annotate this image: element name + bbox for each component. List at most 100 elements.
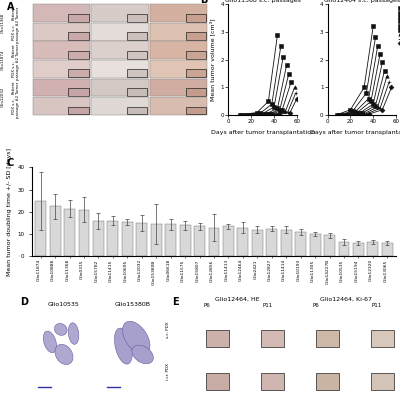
Ellipse shape — [114, 328, 132, 364]
Text: Patient
Tumor: Patient Tumor — [12, 44, 20, 57]
Bar — [165, 224, 176, 257]
Bar — [281, 230, 292, 257]
Bar — [295, 232, 306, 257]
Text: PDX s.c.
passage #2: PDX s.c. passage #2 — [12, 57, 20, 80]
Bar — [78, 210, 90, 257]
X-axis label: Days after tumor transplantation: Days after tumor transplantation — [310, 130, 400, 135]
Text: Patient
Tumor: Patient Tumor — [12, 6, 20, 20]
Bar — [91, 60, 149, 78]
Bar — [316, 373, 339, 390]
Bar — [68, 51, 89, 59]
Bar — [91, 78, 149, 96]
Ellipse shape — [55, 345, 73, 365]
Bar — [186, 69, 206, 77]
Bar — [127, 69, 148, 77]
Bar — [127, 32, 148, 40]
Text: i.cr. PDX: i.cr. PDX — [166, 363, 170, 380]
Bar — [150, 42, 207, 59]
Bar — [108, 221, 118, 257]
Bar — [68, 14, 89, 22]
Ellipse shape — [68, 323, 79, 345]
Text: P6: P6 — [204, 303, 210, 308]
Bar — [338, 242, 350, 257]
Bar — [206, 373, 229, 390]
Y-axis label: Mean tumor volume [cm³]: Mean tumor volume [cm³] — [210, 18, 215, 101]
Bar — [68, 32, 89, 40]
Y-axis label: Mean tumor doubling time +/- SD [days]: Mean tumor doubling time +/- SD [days] — [7, 148, 12, 276]
Legend: P4, P5, P6, P7, P8, P9, P10, P11, P12: P4, P5, P6, P7, P8, P9, P10, P11, P12 — [398, 6, 400, 46]
Bar — [371, 329, 394, 347]
Bar — [68, 88, 89, 96]
Bar — [127, 14, 148, 22]
Bar — [151, 224, 162, 257]
Ellipse shape — [122, 321, 150, 354]
Bar — [32, 78, 90, 96]
Bar — [127, 51, 148, 59]
Text: P11: P11 — [371, 303, 382, 308]
Bar — [64, 209, 75, 257]
Title: Glio11368 s.c. passages: Glio11368 s.c. passages — [225, 0, 301, 3]
Bar — [150, 4, 207, 22]
Text: s.c. PDX: s.c. PDX — [166, 321, 170, 338]
Text: Ki-67: Ki-67 — [170, 0, 188, 1]
Text: PDX s.c.
passage #2: PDX s.c. passage #2 — [12, 20, 20, 43]
Ellipse shape — [54, 324, 67, 335]
Bar — [316, 329, 339, 347]
Bar — [382, 243, 393, 257]
Text: A: A — [7, 2, 15, 12]
Bar — [186, 32, 206, 40]
Bar — [50, 206, 60, 257]
Bar — [266, 228, 277, 257]
Bar — [186, 107, 206, 114]
Bar — [180, 225, 190, 257]
Bar — [122, 222, 133, 257]
Text: PDX s.c.
passage #2: PDX s.c. passage #2 — [12, 95, 20, 118]
Bar — [324, 235, 335, 257]
Ellipse shape — [43, 331, 57, 353]
Text: HE: HE — [56, 0, 66, 1]
Text: Glio12464, Ki-67: Glio12464, Ki-67 — [320, 297, 372, 302]
Bar — [32, 97, 90, 115]
Title: Glio12464 s.c. passages: Glio12464 s.c. passages — [324, 0, 400, 3]
Text: MGMT: MGMT — [109, 0, 131, 1]
Bar — [223, 227, 234, 257]
Bar — [186, 51, 206, 59]
Bar — [136, 223, 147, 257]
Bar — [206, 329, 229, 347]
Bar — [310, 234, 320, 257]
Text: Patient
Tumor: Patient Tumor — [12, 81, 20, 94]
Bar — [238, 228, 248, 257]
Bar — [32, 4, 90, 22]
Bar — [186, 14, 206, 22]
Title: Glio10535: Glio10535 — [48, 303, 80, 307]
Text: Glio12464, HE: Glio12464, HE — [215, 297, 260, 302]
Text: D: D — [20, 297, 28, 307]
Bar — [91, 23, 149, 41]
Text: C: C — [6, 158, 14, 168]
Bar — [186, 88, 206, 96]
Bar — [261, 329, 284, 347]
Bar — [91, 4, 149, 22]
Bar — [150, 97, 207, 115]
Bar — [127, 88, 148, 96]
Bar — [68, 107, 89, 114]
Bar — [150, 23, 207, 41]
Bar — [32, 60, 90, 78]
Bar — [93, 221, 104, 257]
Title: Glio15380B: Glio15380B — [115, 303, 151, 307]
Bar — [68, 69, 89, 77]
Bar — [91, 42, 149, 59]
Bar — [252, 230, 263, 257]
Bar — [194, 227, 205, 257]
Text: B: B — [200, 0, 207, 5]
Text: Glio12032: Glio12032 — [1, 87, 5, 107]
Bar — [35, 201, 46, 257]
Text: Glio11874: Glio11874 — [1, 50, 5, 70]
X-axis label: Days after tumor transplantation: Days after tumor transplantation — [211, 130, 315, 135]
Text: P11: P11 — [263, 303, 273, 308]
Bar — [353, 243, 364, 257]
Text: E: E — [172, 297, 179, 307]
Bar — [91, 97, 149, 115]
Bar — [32, 42, 90, 59]
Bar — [261, 373, 284, 390]
